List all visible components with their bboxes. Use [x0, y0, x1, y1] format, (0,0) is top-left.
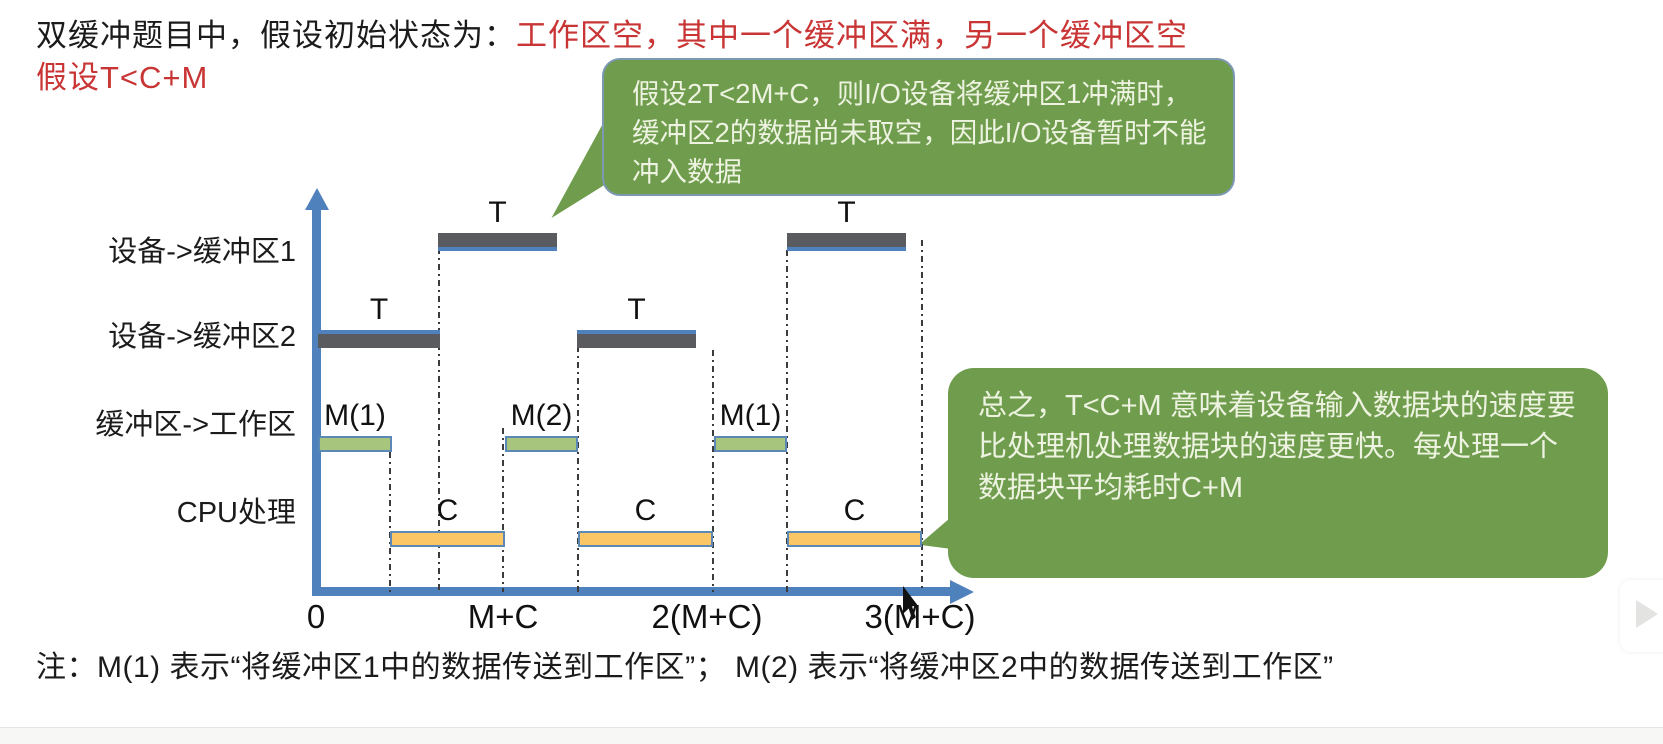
- bar-label-buffer-to-workarea: M(1): [324, 399, 386, 432]
- assumption-line: 假设T<C+M: [36, 60, 209, 95]
- bar-label-device-to-buffer1: T: [488, 196, 507, 229]
- footnote: 注：M(1) 表示“将缓冲区1中的数据传送到工作区”； M(2) 表示“将缓冲区…: [36, 651, 1334, 684]
- player-overlay-icon[interactable]: [1620, 580, 1663, 652]
- bottom-callout-text: 总之，T<C+M 意味着设备输入数据块的速度要比处理机处理数据块的速度更快。每处…: [978, 390, 1576, 505]
- bar-label-buffer-to-workarea: M(2): [510, 399, 573, 432]
- top-bubble-tail: [551, 118, 606, 218]
- title-black-part: 双缓冲题目中，假设初始状态为：: [36, 18, 516, 53]
- bar-device-to-buffer2: [318, 330, 440, 348]
- top-callout-bubble: 假设2T<2M+C，则I/O设备将缓冲区1冲满时，缓冲区2的数据尚未取空，因此I…: [602, 58, 1235, 196]
- bar-cpu: [787, 531, 922, 547]
- period-divider-line: [921, 240, 923, 592]
- bar-buffer-to-workarea: [714, 436, 787, 452]
- bar-label-device-to-buffer1: T: [837, 196, 856, 229]
- bar-label-device-to-buffer2: T: [627, 293, 646, 326]
- axis-tick-label: M+C: [467, 598, 539, 635]
- x-axis-line: [312, 587, 952, 596]
- bar-label-cpu: C: [634, 494, 657, 527]
- slide-title: 双缓冲题目中，假设初始状态为：工作区空，其中一个缓冲区满，另一个缓冲区空: [36, 10, 1188, 55]
- period-divider-line: [712, 350, 714, 592]
- bar-label-cpu: C: [436, 494, 459, 527]
- bar-label-cpu: C: [843, 494, 866, 527]
- y-axis-line: [312, 206, 321, 596]
- bar-label-device-to-buffer2: T: [369, 293, 389, 326]
- period-divider-line: [438, 248, 440, 592]
- period-divider-line: [502, 428, 504, 592]
- play-triangle-icon: [1636, 600, 1658, 628]
- bottom-edge-strip: [0, 727, 1663, 744]
- bar-device-to-buffer1: [787, 233, 906, 251]
- period-divider-line: [389, 452, 391, 592]
- bar-cpu: [390, 531, 505, 547]
- bar-buffer-to-workarea: [318, 436, 392, 452]
- row-label-3: CPU处理: [176, 497, 296, 529]
- bar-cpu: [578, 531, 713, 547]
- bar-label-buffer-to-workarea: M(1): [719, 399, 782, 432]
- bottom-callout-bubble: 总之，T<C+M 意味着设备输入数据块的速度要比处理机处理数据块的速度更快。每处…: [948, 368, 1608, 578]
- x-axis-arrow-icon: [950, 580, 974, 604]
- period-divider-line: [786, 250, 788, 592]
- axis-tick-label: 2(M+C): [651, 598, 763, 635]
- axis-tick-label: 0: [306, 598, 326, 635]
- period-divider-line: [577, 330, 579, 592]
- row-label-0: 设备->缓冲区1: [108, 236, 296, 268]
- title-red-part: 工作区空，其中一个缓冲区满，另一个缓冲区空: [516, 18, 1188, 53]
- axis-tick-label: 3(M+C): [864, 598, 976, 635]
- bar-buffer-to-workarea: [505, 436, 578, 452]
- row-label-1: 设备->缓冲区2: [108, 321, 296, 353]
- row-label-2: 缓冲区->工作区: [95, 409, 296, 441]
- bar-device-to-buffer1: [438, 233, 557, 251]
- y-axis-arrow-icon: [305, 188, 329, 210]
- bar-device-to-buffer2: [577, 330, 696, 348]
- top-callout-text: 假设2T<2M+C，则I/O设备将缓冲区1冲满时，缓冲区2的数据尚未取空，因此I…: [632, 78, 1207, 188]
